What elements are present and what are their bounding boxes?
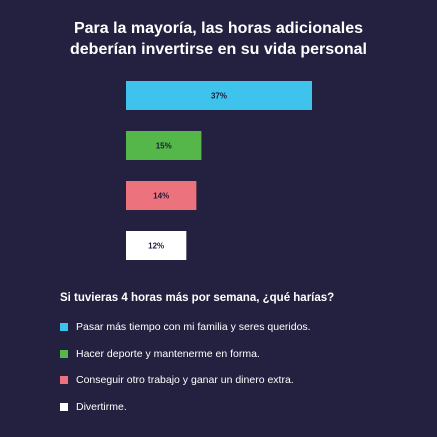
legend-item-extra-job: Conseguir otro trabajo y ganar un dinero… [60, 373, 311, 387]
legend-swatch-sport [60, 349, 68, 358]
legend-item-fun: Divertirme. [60, 400, 311, 414]
chart-title-line-2: deberían invertirse en su vida personal [70, 41, 367, 58]
bar-fun [126, 231, 187, 260]
chart-title: Para la mayoría, las horas adicionales d… [18, 18, 419, 60]
legend-item-family: Pasar más tiempo con mi familia y seres … [60, 320, 311, 334]
bar-label-family: 37% [211, 92, 227, 101]
legend: Pasar más tiempo con mi familia y seres … [60, 320, 311, 426]
legend-title: Si tuvieras 4 horas más por semana, ¿qué… [60, 292, 335, 304]
legend-swatch-fun [60, 402, 68, 411]
legend-swatch-extra-job [60, 376, 68, 384]
bar-label-fun: 12% [148, 242, 164, 251]
legend-swatch-family [60, 323, 68, 331]
chart-title-line-1: Para la mayoría, las horas adicionales [73, 20, 364, 37]
legend-label-extra-job: Conseguir otro trabajo y ganar un dinero… [76, 374, 294, 386]
bar-sport [126, 131, 202, 160]
bar-label-extra-job: 14% [153, 192, 169, 201]
bar-family [126, 81, 312, 110]
legend-label-family: Pasar más tiempo con mi familia y seres … [76, 321, 311, 333]
legend-label-sport: Hacer deporte y mantenerme en forma. [76, 347, 260, 360]
bar-extra-job [126, 181, 197, 210]
legend-label-fun: Divertirme. [76, 400, 127, 413]
bar-label-sport: 15% [156, 142, 172, 151]
legend-item-sport: Hacer deporte y mantenerme en forma. [60, 347, 311, 361]
